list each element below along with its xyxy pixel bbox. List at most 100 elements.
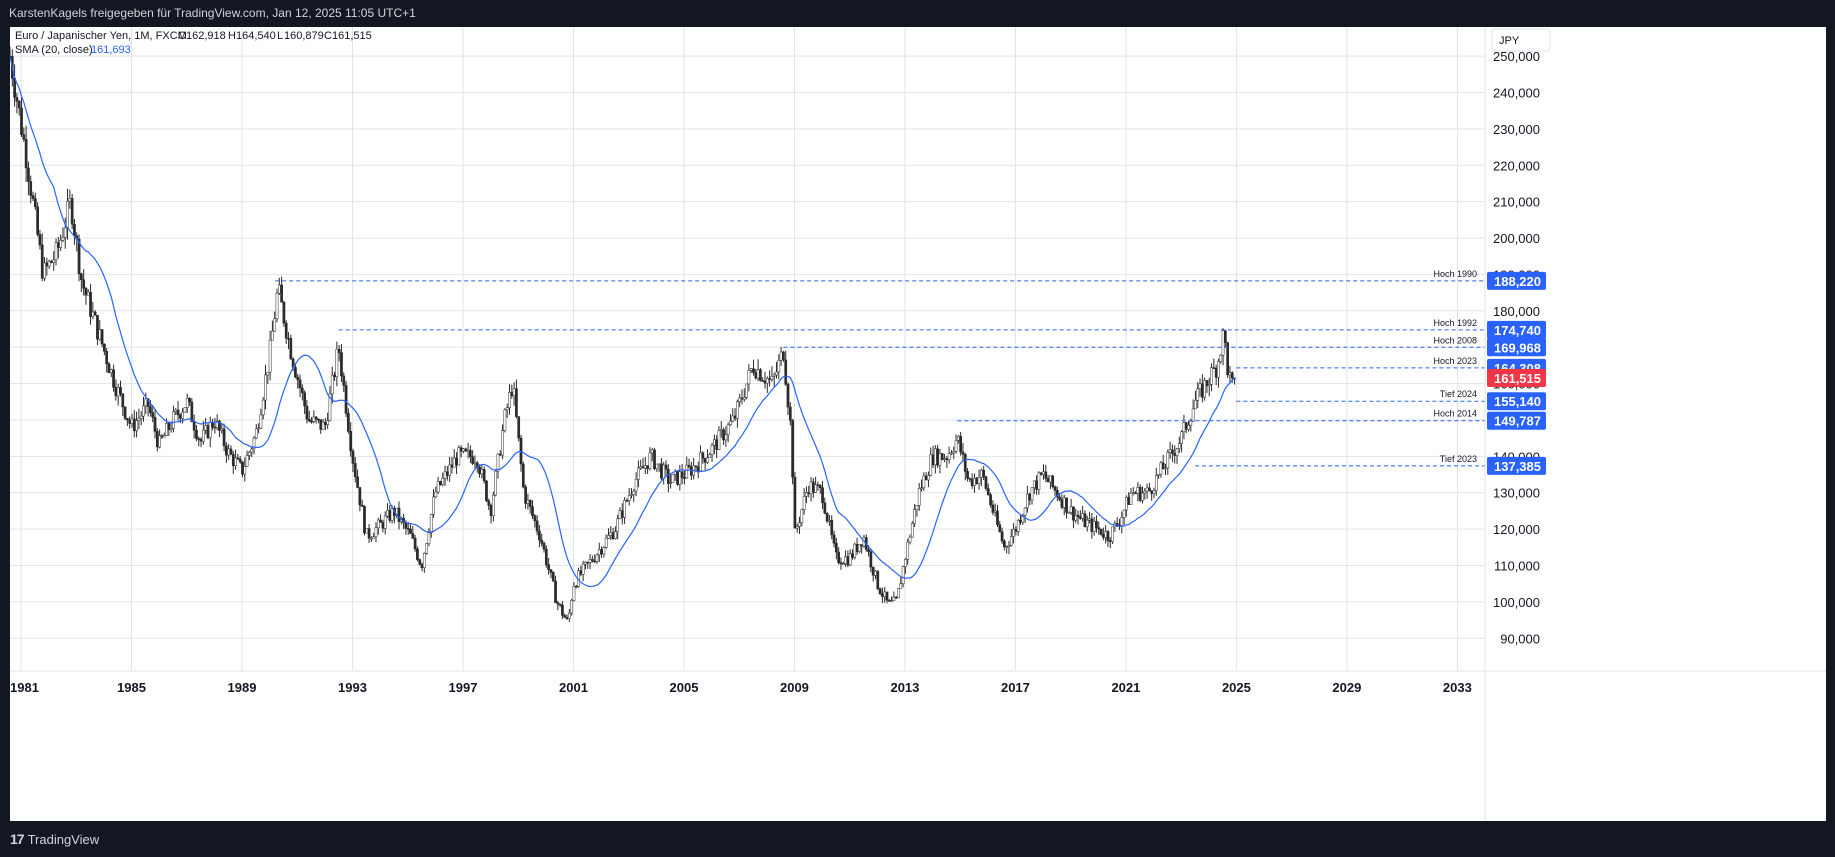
candle-down [832,534,836,544]
candle-down [1226,342,1230,376]
candle-down [586,561,590,564]
candle-down [485,480,488,501]
candlestick-series [8,46,1236,623]
candle-down [551,572,555,582]
candle-down [968,478,972,480]
candle-down [337,348,341,353]
last-price-badge [1487,369,1546,388]
x-tick-label: 2017 [1001,680,1030,695]
candle-up [662,464,666,479]
candle-up [1219,354,1223,362]
candle-down [936,448,939,466]
candle-down [715,439,719,450]
candle-down [455,457,458,466]
candle-up [452,457,456,468]
candle-down [126,418,129,421]
candle-down [563,615,567,618]
candle-down [998,524,1002,532]
candle-up [1189,420,1193,426]
candle-down [683,477,686,479]
candle-down [1035,480,1038,490]
candle-up [441,478,445,485]
candle-down [1095,520,1098,528]
candle-up [1023,507,1027,516]
y-tick-label: 130,000 [1493,486,1540,501]
candle-up [1021,514,1025,523]
candle-down [839,562,843,565]
candle-up [604,538,608,548]
time-axis[interactable]: 1981 1985 1989 1993 1997 2001 2005 2009 2013 2017… [10,680,1472,695]
brand[interactable]: 17 TradingView [10,831,99,847]
y-tick-label: 90,000 [1500,631,1540,646]
currency-button[interactable]: JPY [1491,28,1551,52]
candle-down [924,475,928,481]
candle-up [1210,367,1213,385]
candle-down [317,418,320,421]
level-badge [1487,456,1546,475]
candle-up [252,437,256,450]
candle-up [86,292,90,296]
candle-down [151,412,155,418]
candle-down [521,463,525,488]
candle-down [894,596,898,599]
candle-down [1044,471,1048,479]
candle-up [1032,480,1036,488]
candle-up [1177,443,1181,450]
candle-up [973,478,976,487]
candle-up [777,359,781,373]
x-tick-label: 1989 [228,680,257,695]
candle-up [699,452,702,472]
candle-up [61,237,65,241]
candle-down [620,510,624,518]
candle-up [66,200,69,229]
candle-up [1228,372,1232,376]
candle-down [188,398,191,403]
candle-up [68,198,72,202]
y-tick-label: 220,000 [1493,158,1540,173]
candle-down [218,420,221,431]
candle-up [1217,361,1220,378]
candle-up [1198,383,1202,389]
candle-down [289,338,293,360]
candle-up [597,549,601,556]
candle-down [1205,380,1209,387]
candle-down [323,421,327,425]
candle-up [749,368,753,371]
candle-up [1037,472,1041,490]
candle-up [1145,487,1149,492]
candle-up [567,612,571,619]
candle-down [653,449,656,470]
candle-down [1108,540,1112,543]
candle-down [347,413,350,432]
candle-down [1090,518,1094,532]
candle-down [77,238,81,275]
candle-up [139,415,143,419]
chart-frame[interactable]: Hoch 1990 Hoch 1992 Hoch 2008 Hoch 2023 Tief… [8,27,1826,821]
candle-up [1026,493,1029,509]
currency-label[interactable]: JPY [1499,35,1520,47]
candle-down [195,429,198,439]
candle-up [429,514,433,534]
candle-up [706,457,709,463]
candle-down [846,556,850,566]
candle-up [1081,513,1084,519]
candle-up [570,600,573,614]
candle-up [779,351,783,361]
candle-down [740,397,744,400]
candle-down [547,564,550,570]
candle-up [805,492,808,497]
candle-up [883,591,887,597]
candle-up [614,531,617,539]
candle-down [231,454,235,466]
chart-svg[interactable]: Hoch 1990 Hoch 1992 Hoch 2008 Hoch 2023 Tief… [8,27,1826,821]
candle-up [116,387,120,397]
candle-up [326,420,329,425]
candle-down [310,420,313,423]
brand-name: TradingView [27,831,100,847]
candle-up [1157,473,1160,476]
candle-down [791,420,794,478]
candle-down [611,532,615,539]
candle-up [1196,388,1200,401]
candle-down [464,448,468,452]
candle-up [1125,496,1128,511]
